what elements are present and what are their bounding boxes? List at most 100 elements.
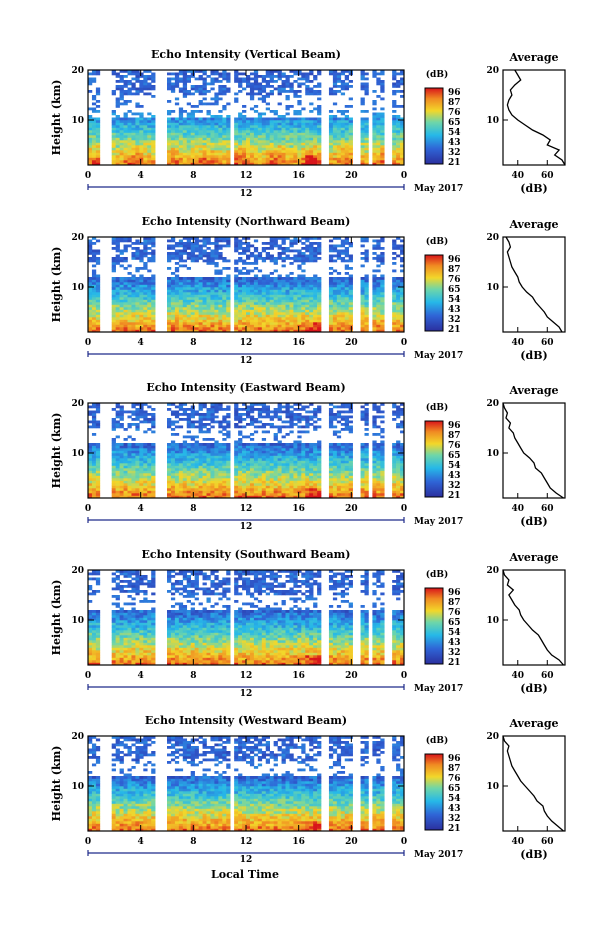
heatmap-cell: [329, 292, 333, 295]
heatmap-cell: [183, 295, 187, 298]
heatmap-cell: [333, 297, 337, 300]
heatmap-cell: [187, 473, 191, 476]
heatmap-cell: [317, 242, 321, 245]
heatmap-cell: [218, 453, 222, 456]
heatmap-cell: [116, 421, 120, 424]
heatmap-cell: [135, 461, 139, 464]
heatmap-cell: [333, 133, 337, 136]
heatmap-cell: [246, 423, 250, 426]
heatmap-cell: [207, 113, 211, 116]
heatmap-cell: [376, 327, 380, 330]
heatmap-cell: [207, 260, 211, 263]
heatmap-cell: [380, 282, 384, 285]
heatmap-cell: [396, 90, 400, 93]
heatmap-cell: [396, 115, 400, 118]
heatmap-cell: [333, 250, 337, 253]
heatmap-cell: [329, 295, 333, 298]
heatmap-cell: [187, 421, 191, 424]
heatmap-cell: [195, 491, 199, 494]
heatmap-cell: [179, 143, 183, 146]
heatmap-cell: [349, 80, 353, 83]
heatmap-cell: [191, 436, 195, 439]
heatmap-cell: [293, 297, 297, 300]
heatmap-cell: [309, 290, 313, 293]
heatmap-cell: [266, 317, 270, 320]
heatmap-cell: [175, 73, 179, 76]
heatmap-cell: [380, 88, 384, 91]
heatmap-cell: [317, 130, 321, 133]
heatmap-cell: [195, 461, 199, 464]
heatmap-cell: [135, 148, 139, 151]
heatmap-cell: [309, 295, 313, 298]
heatmap-cell: [250, 135, 254, 138]
heatmap-cell: [258, 140, 262, 143]
heatmap-cell: [167, 252, 171, 255]
heatmap-cell: [112, 247, 116, 250]
heatmap-cell: [116, 257, 120, 260]
heatmap-cell: [171, 322, 175, 325]
heatmap-cell: [234, 471, 238, 474]
heatmap-cell: [92, 255, 96, 258]
heatmap-cell: [329, 260, 333, 263]
heatmap-cell: [214, 158, 218, 161]
heatmap-cell: [139, 130, 143, 133]
heatmap-cell: [222, 143, 226, 146]
heatmap-cell: [293, 327, 297, 330]
heatmap-cell: [349, 300, 353, 303]
heatmap-cell: [151, 85, 155, 88]
heatmap-cell: [246, 476, 250, 479]
heatmap-cell: [96, 120, 100, 123]
heatmap-cell: [175, 327, 179, 330]
heatmap-cell: [270, 125, 274, 128]
heatmap-cell: [116, 325, 120, 328]
heatmap-cell: [313, 292, 317, 295]
heatmap-cell: [282, 307, 286, 310]
heatmap-cell: [128, 453, 132, 456]
heatmap-cell: [313, 322, 317, 325]
heatmap-cell: [191, 416, 195, 419]
heatmap-cell: [151, 493, 155, 496]
heatmap-cell: [226, 463, 230, 466]
heatmap-cell: [214, 265, 218, 268]
heatmap-cell: [222, 138, 226, 141]
heatmap-cell: [337, 312, 341, 315]
heatmap-cell: [250, 302, 254, 305]
heatmap-cell: [337, 295, 341, 298]
heatmap-cell: [337, 135, 341, 138]
heatmap-cell: [282, 155, 286, 158]
heatmap-cell: [203, 426, 207, 429]
heatmap-cell: [254, 486, 258, 489]
heatmap-cell: [128, 488, 132, 491]
heatmap-cell: [120, 295, 124, 298]
heatmap-cell: [392, 135, 396, 138]
heatmap-cell: [147, 285, 151, 288]
heatmap-cell: [191, 140, 195, 143]
heatmap-cell: [128, 473, 132, 476]
heatmap-cell: [309, 300, 313, 303]
heatmap-cell: [147, 140, 151, 143]
heatmap-cell: [222, 295, 226, 298]
heatmap-cell: [242, 448, 246, 451]
heatmap-cell: [214, 290, 218, 293]
heatmap-cell: [128, 315, 132, 318]
heatmap-cell: [250, 287, 254, 290]
heatmap-cell: [317, 320, 321, 323]
heatmap-cell: [187, 242, 191, 245]
heatmap-cell: [203, 478, 207, 481]
heatmap-cell: [187, 483, 191, 486]
heatmap-cell: [187, 240, 191, 243]
heatmap-cell: [199, 250, 203, 253]
heatmap-cell: [120, 257, 124, 260]
heatmap-cell: [175, 150, 179, 153]
heatmap-cell: [226, 150, 230, 153]
heatmap-cell: [254, 488, 258, 491]
heatmap-cell: [187, 418, 191, 421]
heatmap-cell: [365, 125, 369, 128]
heatmap-cell: [222, 287, 226, 290]
heatmap-cell: [266, 312, 270, 315]
heatmap-cell: [282, 305, 286, 308]
heatmap-cell: [203, 431, 207, 434]
heatmap-cell: [222, 257, 226, 260]
heatmap-cell: [345, 302, 349, 305]
heatmap-cell: [187, 257, 191, 260]
